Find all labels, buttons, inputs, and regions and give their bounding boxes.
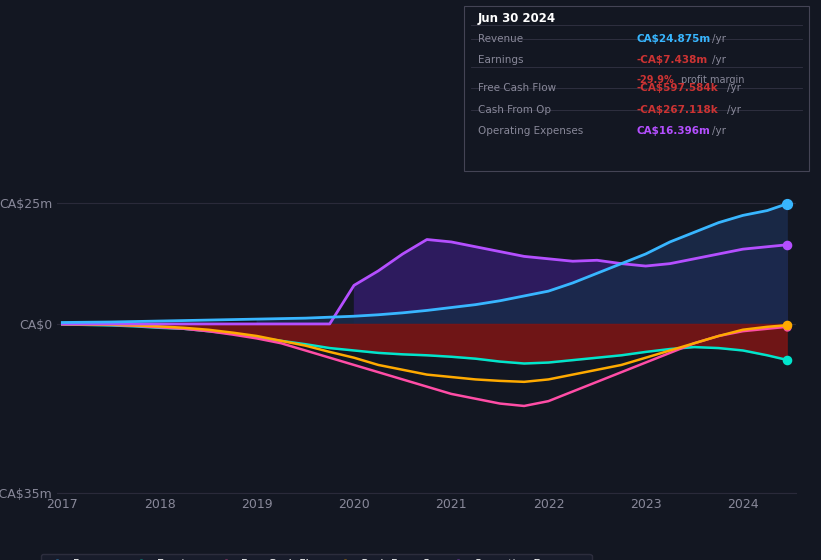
Point <box>780 199 793 208</box>
Point <box>780 240 793 249</box>
Text: /yr: /yr <box>712 55 726 65</box>
Point <box>780 321 793 330</box>
Text: -29.9%: -29.9% <box>636 75 674 85</box>
Text: Revenue: Revenue <box>478 34 523 44</box>
Point <box>780 323 793 332</box>
Text: Free Cash Flow: Free Cash Flow <box>478 83 556 94</box>
Text: /yr: /yr <box>712 34 726 44</box>
Point <box>780 356 793 365</box>
Text: /yr: /yr <box>727 83 741 94</box>
Text: profit margin: profit margin <box>681 75 745 85</box>
Text: /yr: /yr <box>727 105 741 115</box>
Text: -CA$597.584k: -CA$597.584k <box>636 83 718 94</box>
Text: -CA$7.438m: -CA$7.438m <box>636 55 708 65</box>
Text: CA$24.875m: CA$24.875m <box>636 34 710 44</box>
Text: -CA$267.118k: -CA$267.118k <box>636 105 718 115</box>
Text: Cash From Op: Cash From Op <box>478 105 551 115</box>
Text: /yr: /yr <box>712 126 726 136</box>
Text: Operating Expenses: Operating Expenses <box>478 126 583 136</box>
Legend: Revenue, Earnings, Free Cash Flow, Cash From Op, Operating Expenses: Revenue, Earnings, Free Cash Flow, Cash … <box>40 554 592 560</box>
Text: Jun 30 2024: Jun 30 2024 <box>478 12 556 25</box>
Text: Earnings: Earnings <box>478 55 523 65</box>
Text: CA$16.396m: CA$16.396m <box>636 126 710 136</box>
